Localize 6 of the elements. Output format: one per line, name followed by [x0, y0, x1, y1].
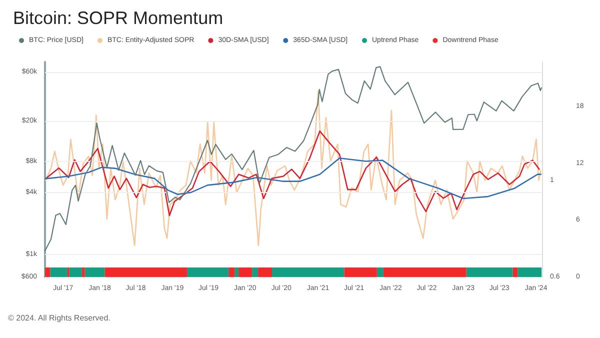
line-series	[44, 157, 542, 200]
line-series	[44, 90, 542, 246]
line-series	[44, 66, 542, 252]
text: © 2024. All Rights Reserved.	[8, 314, 110, 322]
line-series	[44, 130, 540, 216]
chart-title: Bitcoin: SOPR Momentum	[13, 8, 224, 28]
